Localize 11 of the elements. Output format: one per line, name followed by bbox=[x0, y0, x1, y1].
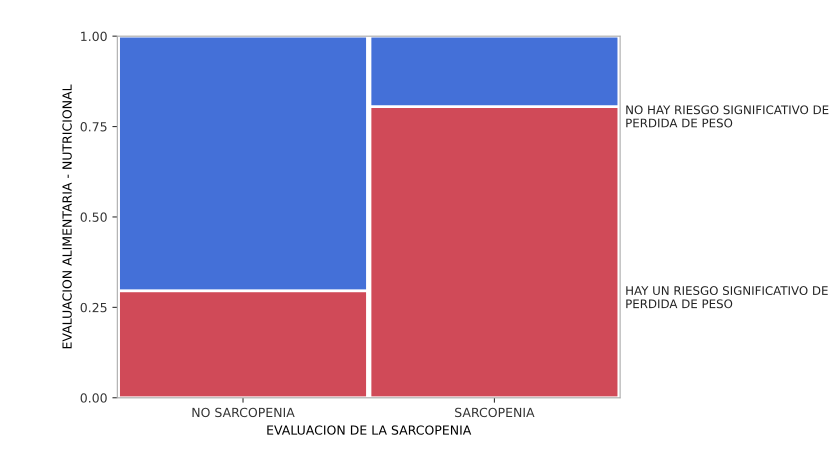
x-tick-label: NO SARCOPENIA bbox=[192, 408, 295, 418]
x-axis-title: EVALUACION DE LA SARCOPENIA bbox=[267, 425, 472, 435]
y-tick-label: 0.25 bbox=[80, 302, 107, 312]
y-tick-label: 0.75 bbox=[80, 122, 107, 132]
x-tick-label: SARCOPENIA bbox=[455, 408, 534, 418]
series-label: HAY UN RIESGO SIGNIFICATIVO DE PERDIDA DE PESO bbox=[626, 286, 828, 308]
series-label: NO HAY RIESGO SIGNIFICATIVO DE PERDIDA DE PESO bbox=[626, 105, 828, 128]
y-tick-label: 0.50 bbox=[80, 212, 107, 222]
y-tick-label: 0.00 bbox=[80, 393, 107, 403]
y-tick-label: 1.00 bbox=[81, 32, 107, 42]
y-axis-title: EVALUACION ALIMENTARIA - NUTRICIONAL bbox=[62, 84, 72, 348]
